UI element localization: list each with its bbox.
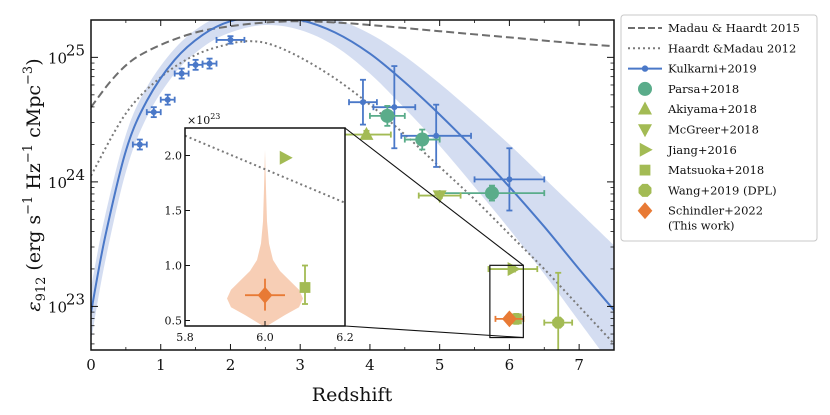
legend-item-wang-2019-dpl: Wang+2019 (DPL) (638, 183, 777, 197)
x-tick-label-1: 1 (156, 356, 166, 374)
parsa-2018-point-1-marker (380, 108, 395, 123)
inset-data-points (245, 150, 311, 311)
parsa-2018-point-3-marker (484, 186, 499, 201)
akiyama-2018-point-1-marker (359, 126, 374, 140)
legend-label: Jiang+2016 (667, 143, 737, 157)
legend-label: Akiyama+2018 (667, 102, 757, 116)
legend-label: McGreer+2018 (668, 123, 759, 137)
y-tick-exponent-24: 24 (66, 166, 85, 184)
legend-marker (638, 81, 652, 96)
kulkarni-2019-point-10-marker (433, 132, 440, 139)
legend-item-schindler-2022: Schindler+2022(This work) (637, 202, 763, 233)
y-tick-label-25: 10 (48, 49, 67, 67)
legend-marker (637, 202, 653, 220)
legend-marker (639, 142, 653, 157)
x-tick-label-2: 2 (226, 356, 236, 374)
x-axis-label: Redshift (312, 384, 393, 406)
legend-label: Wang+2019 (DPL) (668, 183, 777, 197)
y-axis-label: ε912(erg s−1 Hz−1 cMpc−3) (21, 58, 49, 311)
legend-marker (638, 124, 652, 138)
kulkarni-2019-point-9-marker (391, 104, 398, 111)
legend-item-jiang-2016: Jiang+2016 (639, 142, 737, 157)
kulkarni-2019-point-2-marker (150, 109, 157, 116)
y-tick-exponent-23: 23 (66, 290, 85, 308)
legend-item-mcgreer-2018: McGreer+2018 (638, 123, 759, 138)
legend-label: Schindler+2022 (668, 204, 763, 218)
legend-label: Haardt &Madau 2012 (668, 41, 796, 55)
inset-axis-ticks: 5.8 6.0 6.2 0.5 1.0 1.5 2.0 (165, 150, 354, 345)
inset-matsuoka-2018-marker (299, 282, 311, 293)
y-tick-label-23: 10 (48, 298, 67, 316)
inset-y-tick-label-1.0: 1.0 (165, 260, 183, 273)
legend-item-haardt-madau-2012: Haardt &Madau 2012 (628, 41, 796, 55)
x-tick-label-6: 6 (505, 356, 515, 374)
legend-label: Madau & Haardt 2015 (668, 21, 800, 35)
x-tick-label-0: 0 (86, 356, 96, 374)
inset-y-tick-label-1.5: 1.5 (165, 205, 183, 218)
inset-plot-area (185, 134, 345, 326)
legend-marker (638, 183, 652, 197)
x-tick-label-5: 5 (435, 356, 445, 374)
kulkarni-2019-point-8-marker (359, 99, 366, 106)
haardt-madau-2012-curve (91, 40, 614, 345)
y-tick-exponent-25: 25 (66, 41, 85, 59)
x-tick-label-4: 4 (365, 356, 375, 374)
zoom-region-box (489, 264, 524, 339)
x-tick-label-7: 7 (574, 356, 584, 374)
madau-haardt-2015-curve (91, 20, 614, 108)
legend-label: Kulkarni+2019 (668, 62, 757, 76)
kulkarni-2019-point-6-errorbar (201, 57, 218, 70)
kulkarni-2019-point-7-marker (227, 36, 234, 43)
inset-jiang-2016-marker (279, 150, 293, 165)
inset-y-tick-label-0.5: 0.5 (165, 315, 183, 328)
legend-box (620, 14, 818, 242)
legend-marker (638, 101, 652, 115)
legend-item-kulkarni-2019: Kulkarni+2019 (628, 62, 757, 76)
kulkarni-2019-point-6-marker (206, 60, 213, 67)
legend-item-madau-haardt-2015: Madau & Haardt 2015 (628, 21, 800, 35)
legend-item-parsa-2018: Parsa+2018 (638, 81, 739, 96)
legend-dot (641, 65, 649, 72)
mcgreer-2018-point-1-marker (432, 190, 447, 204)
inset-schindler-violin (227, 150, 303, 326)
zoom-connector-top (344, 127, 524, 266)
data-points (131, 35, 574, 350)
schindler-2022-this-work-point-1-marker (502, 310, 517, 328)
zoom-connector-bottom (344, 325, 524, 339)
inset-x-tick-label-6.2: 6.2 (336, 331, 354, 344)
legend-label: Parsa+2018 (668, 82, 739, 96)
legend-label: Matsuoka+2018 (668, 163, 764, 177)
inset-x-tick-label-6.0: 6.0 (256, 331, 274, 344)
kulkarni-2019-point-4-marker (178, 70, 185, 77)
y-tick-label-24: 10 (48, 174, 67, 192)
main-plot-area (91, 20, 614, 350)
kulkarni-2019-point-5-marker (192, 61, 199, 68)
kulkarni-2019-point-11-marker (506, 176, 513, 183)
kulkarni-2019-point-1-marker (136, 141, 143, 148)
legend-item-akiyama-2018: Akiyama+2018 (638, 101, 757, 116)
inset-x-tick-label-5.8: 5.8 (176, 331, 194, 344)
legend: Madau & Haardt 2015 Haardt &Madau 2012 Kul… (620, 14, 818, 242)
inset-multiplier: ×1023 (187, 112, 220, 127)
inset-y-tick-label-2.0: 2.0 (165, 150, 183, 163)
legend-item-matsuoka-2018: Matsuoka+2018 (639, 163, 764, 177)
legend-label-line2: (This work) (668, 219, 735, 233)
inset-schindler-2022-marker (257, 286, 273, 304)
kulkarni-2019-point-3-marker (164, 96, 171, 103)
x-tick-label-3: 3 (295, 356, 305, 374)
inset-haardt-madau-2012-curve (185, 134, 345, 204)
parsa-2018-point-2-marker (415, 132, 430, 147)
main-plot-frame (90, 19, 615, 351)
wang-2019-dpl-point-1-marker (552, 316, 565, 329)
legend-marker (639, 164, 651, 176)
